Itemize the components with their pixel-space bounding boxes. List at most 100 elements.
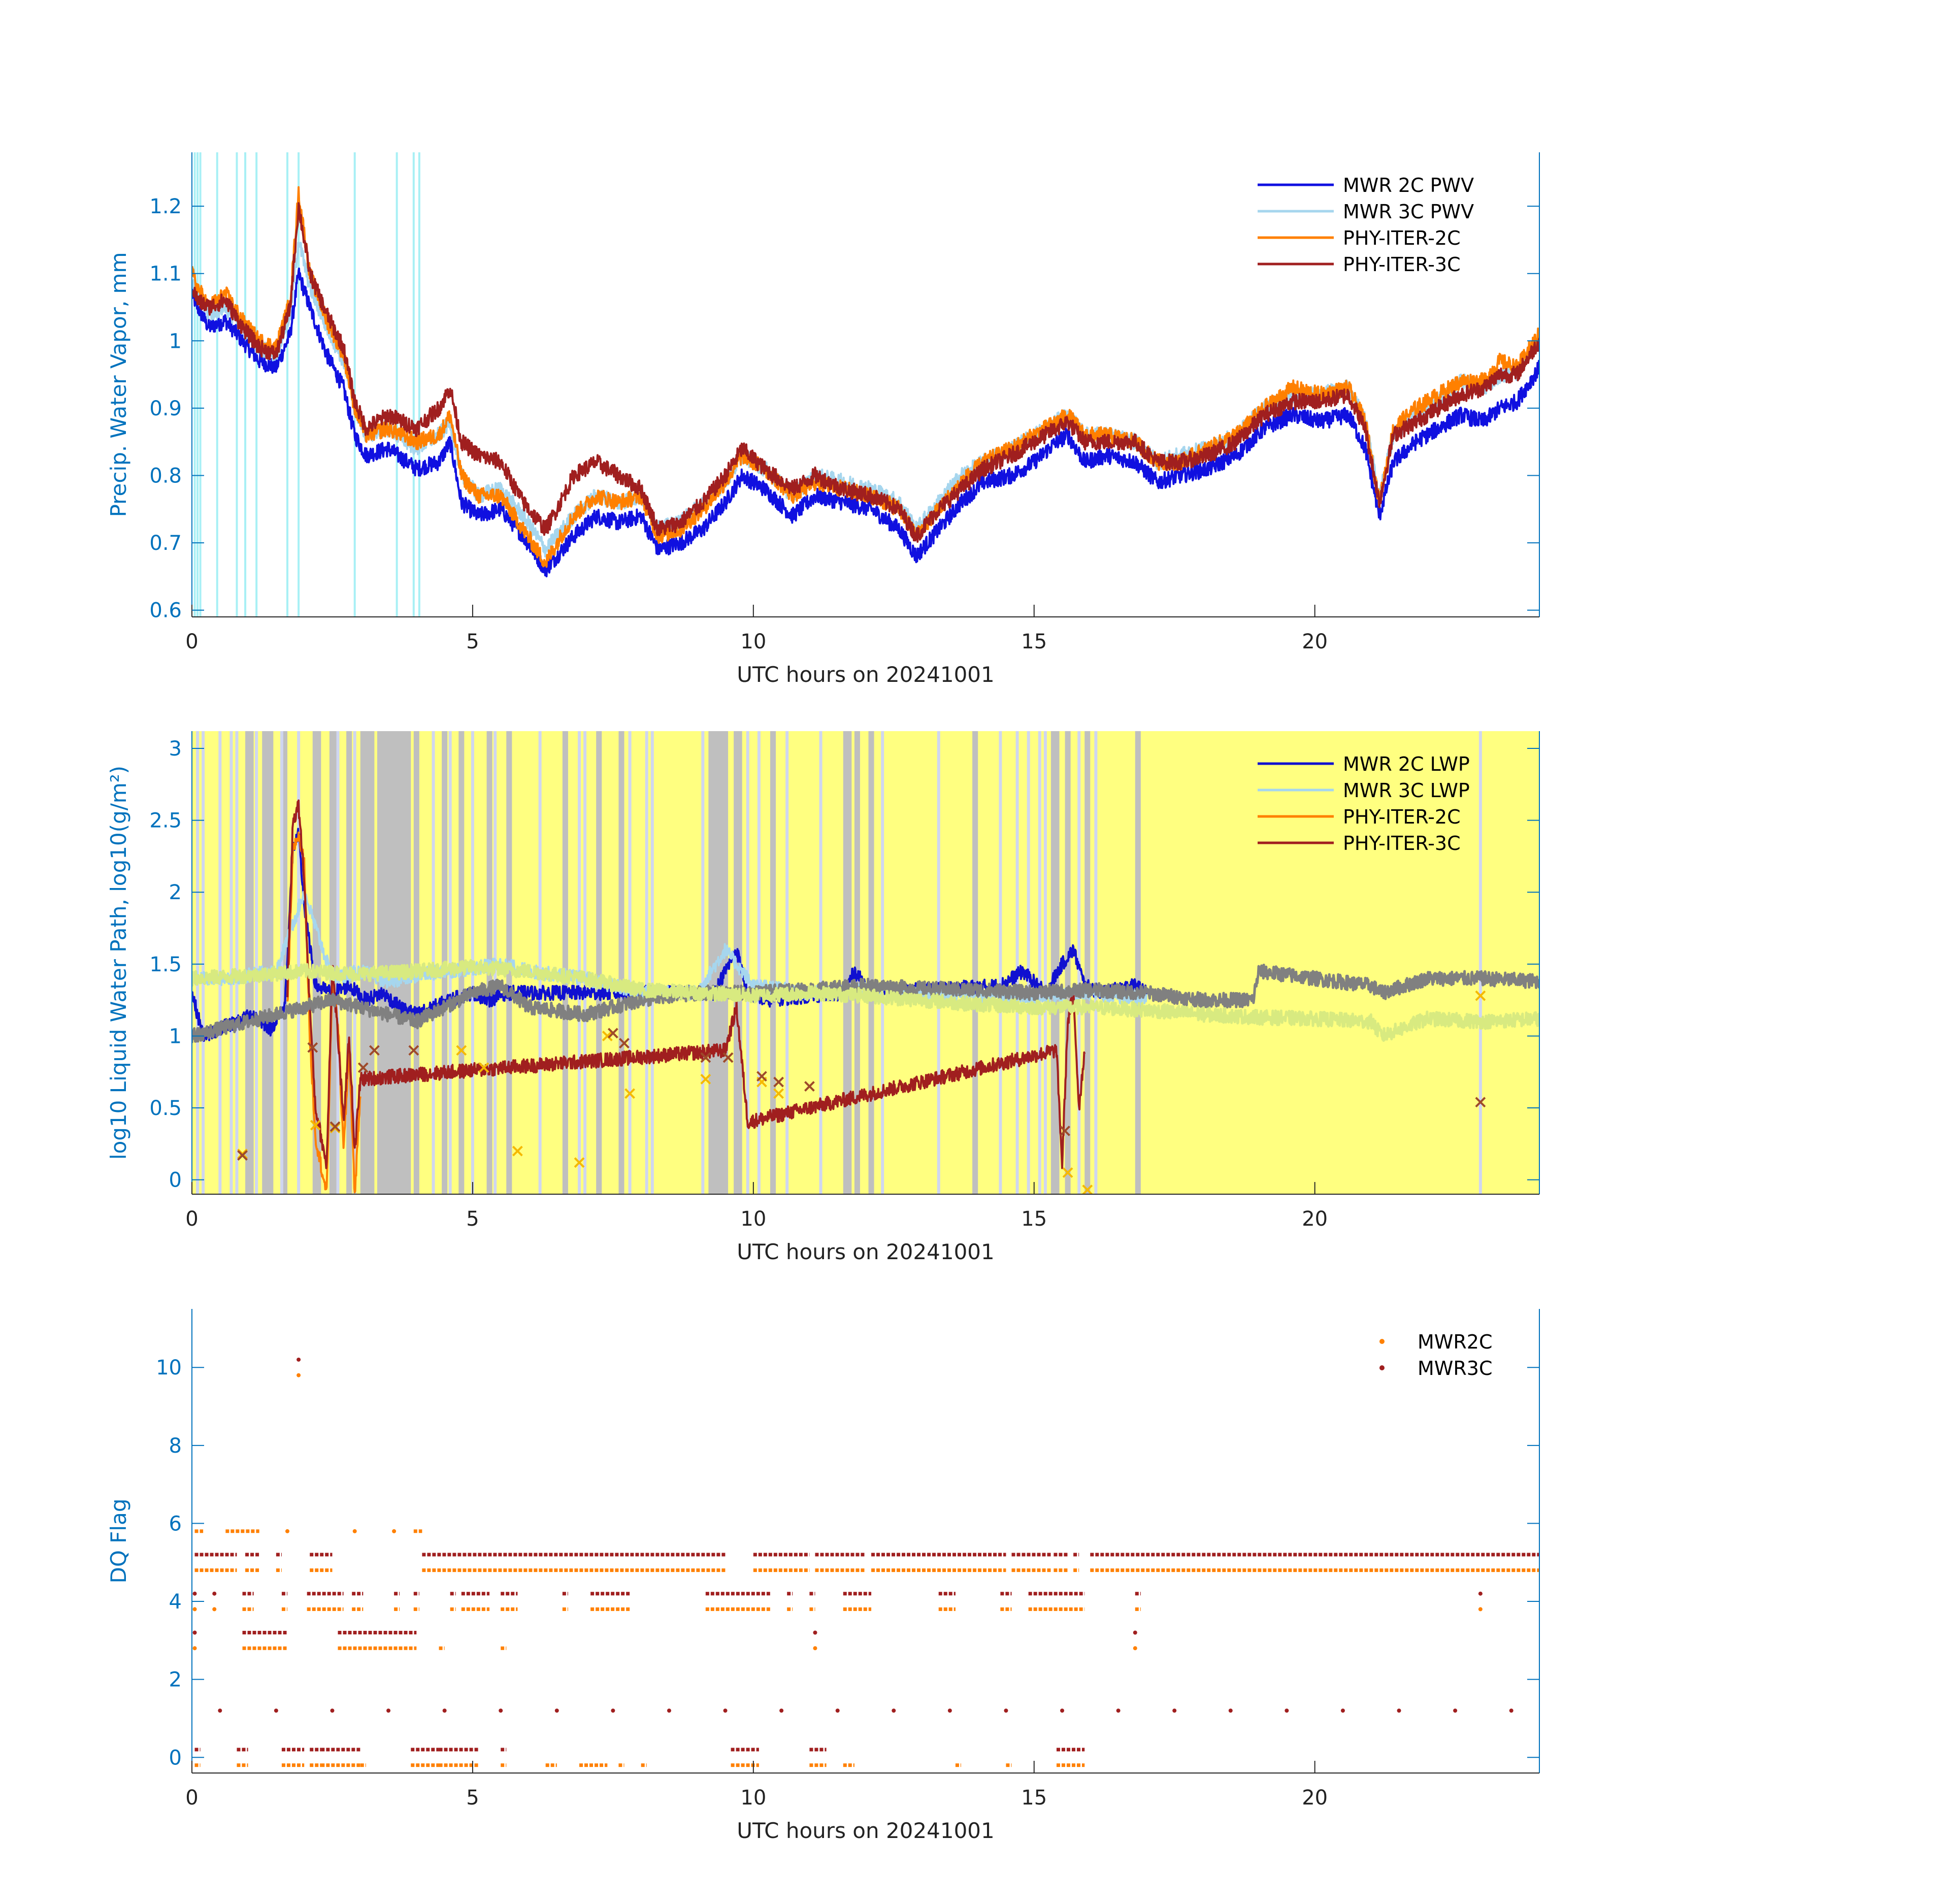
series-line-0 (192, 267, 1539, 578)
y-tick-label: 1 (169, 1025, 182, 1048)
dq-dot-MWR2C-3-6 (1133, 1646, 1137, 1651)
markers_3c-marker-4 (369, 1045, 380, 1056)
y-tick-label: 2 (169, 1668, 182, 1692)
thin-band-19 (650, 731, 654, 1194)
thin-band-20 (701, 731, 705, 1194)
gray-band-15 (618, 731, 624, 1194)
dq-dot-MWR3C-1-23 (1509, 1709, 1513, 1713)
dq-dot-MWR2C-3-0 (192, 1646, 197, 1651)
dq-dot-MWR3C-1-2 (330, 1709, 335, 1713)
gray-band-26 (1135, 731, 1141, 1194)
cyan-band-11 (412, 152, 415, 617)
thin-band-24 (819, 731, 822, 1194)
dq-dot-MWR3C-1-16 (1116, 1709, 1121, 1713)
dq-dot-MWR3C-4-21 (1478, 1591, 1483, 1596)
y-axis-label: DQ Flag (106, 1499, 131, 1584)
y-axis-label: log10 Liquid Water Path, log10(g/m²) (106, 766, 131, 1160)
markers_3c-marker-1 (307, 1042, 318, 1053)
thin-band-6 (280, 731, 283, 1194)
series-line-3 (192, 202, 1539, 543)
panel-2: 0 5 10 15 20 0 0.5 1 1.5 2 2.5 3 UTC hours on 202410… (106, 731, 1540, 1264)
y-tick-label: 0 (169, 1746, 182, 1769)
cyan-band-7 (286, 152, 288, 617)
dq-dot-MWR3C-1-9 (723, 1709, 728, 1713)
dq-dot-MWR3C-1-5 (499, 1709, 503, 1713)
plot-area (192, 152, 1539, 617)
x-tick-label: 5 (466, 1207, 479, 1231)
markers_2c-marker-5 (512, 1145, 523, 1157)
dq-dot-MWR2C-6-3 (352, 1529, 357, 1533)
markers_2c-marker-9 (700, 1074, 711, 1085)
thin-band-26 (937, 731, 940, 1194)
y-tick-label: 2 (169, 881, 182, 904)
thin-band-28 (1015, 731, 1019, 1194)
cyan-band-4 (236, 152, 238, 617)
dq-dot-MWR3C-1-3 (386, 1709, 391, 1713)
dq-dot-MWR3C-1-19 (1285, 1709, 1289, 1713)
series-line-3 (286, 799, 1086, 1169)
markers_3c-marker-10 (756, 1071, 767, 1082)
thin-band-22 (757, 731, 761, 1194)
thin-band-17 (628, 731, 632, 1194)
thin-band-16 (583, 731, 587, 1194)
dq-dot-MWR2C-4-21 (1478, 1607, 1483, 1612)
x-axis-label: UTC hours on 20241001 (737, 662, 995, 687)
y-tick-label: 2.5 (149, 809, 182, 833)
dq-dot-MWR3C-1-15 (1060, 1709, 1065, 1713)
y-tick-label: 0.8 (149, 465, 182, 488)
markers_3c-marker-2 (330, 1121, 341, 1132)
x-tick-label: 10 (740, 1786, 766, 1810)
thin-band-2 (218, 731, 222, 1194)
legend-marker (1379, 1339, 1385, 1344)
legend-label: MWR3C (1418, 1357, 1492, 1380)
thin-band-11 (448, 731, 452, 1194)
y-tick-label: 0 (169, 1169, 182, 1192)
gray-band-3 (312, 731, 321, 1194)
dq-dot-MWR3C-1-0 (218, 1709, 222, 1713)
dq-dot-MWR3C-3-4 (1133, 1630, 1137, 1635)
cyan-band-2 (199, 152, 202, 617)
y-tick-label: 10 (156, 1356, 182, 1380)
markers_2c-marker-7 (602, 1031, 613, 1041)
x-axis-label: UTC hours on 20241001 (737, 1818, 995, 1843)
x-tick-label: 15 (1021, 1207, 1047, 1231)
dq-dot-MWR2C-6-2 (285, 1529, 289, 1533)
cyan-band-5 (244, 152, 247, 617)
thin-band-34 (1478, 731, 1482, 1194)
y-tick-label: 1.2 (149, 195, 182, 218)
legend: MWR 2C PWV MWR 3C PWV PHY-ITER-2C PHY-ITER-… (1258, 174, 1474, 276)
y-tick-label: 4 (169, 1590, 182, 1614)
legend-label: PHY-ITER-3C (1343, 832, 1461, 855)
dq-dot-MWR2C-3-5 (813, 1646, 817, 1651)
markers_2c-marker-1 (310, 1120, 321, 1131)
x-tick-label: 15 (1021, 630, 1047, 653)
markers_2c-marker-14 (1475, 990, 1486, 1001)
dq-dot-MWR3C-1-7 (611, 1709, 615, 1713)
dq-dot-MWR2C-4-0 (192, 1607, 197, 1612)
gray-band-0 (245, 731, 254, 1194)
dq-dot-MWR3C-1-13 (947, 1709, 952, 1713)
x-tick-label: 5 (466, 1786, 479, 1810)
legend-label: MWR 3C PWV (1343, 201, 1474, 223)
thin-band-31 (1043, 731, 1047, 1194)
panel-3: 0 5 10 15 20 0 2 4 6 8 10 UTC hours on 20241001 DQ F… (106, 1309, 1540, 1843)
markers_2c-marker-3 (456, 1045, 467, 1056)
markers_3c-marker-3 (357, 1062, 369, 1073)
dq-dot-MWR2C-10-0 (297, 1373, 301, 1377)
legend-marker (1379, 1365, 1385, 1370)
x-tick-label: 20 (1302, 1786, 1328, 1810)
thin-band-21 (746, 731, 749, 1194)
y-tick-label: 3 (169, 737, 182, 761)
thin-band-29 (1027, 731, 1030, 1194)
gray-band-6 (360, 731, 375, 1194)
dq-dot-MWR3C-1-6 (554, 1709, 559, 1713)
markers_3c-marker-6 (607, 1028, 618, 1039)
dq-dot-MWR3C-3-3 (813, 1630, 817, 1635)
markers_3c-marker-13 (1060, 1125, 1070, 1136)
cyan-band-3 (216, 152, 218, 617)
x-tick-label: 20 (1302, 1207, 1328, 1231)
y-tick-label: 0.7 (149, 532, 182, 555)
thin-band-5 (255, 731, 258, 1194)
gray-band-18 (770, 731, 776, 1194)
